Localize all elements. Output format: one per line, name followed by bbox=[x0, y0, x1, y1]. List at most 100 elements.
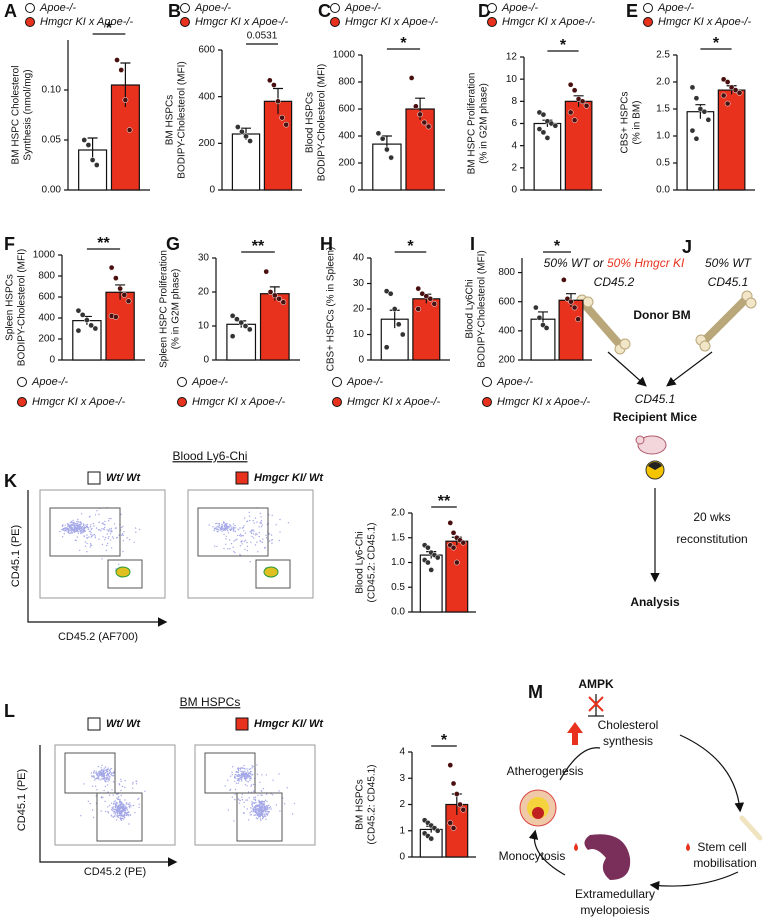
data-point bbox=[736, 89, 743, 96]
flow-dot bbox=[112, 807, 114, 810]
flow-dot bbox=[246, 549, 248, 552]
data-point bbox=[450, 544, 457, 551]
flow-dot bbox=[117, 808, 120, 810]
flow-dot bbox=[231, 526, 233, 528]
flow-dot bbox=[86, 526, 89, 529]
data-point bbox=[415, 306, 422, 312]
flow-dot bbox=[261, 805, 264, 807]
flow-dot bbox=[251, 767, 253, 769]
y-tick-label: 30 bbox=[353, 278, 365, 289]
flow-dot bbox=[252, 519, 254, 522]
flow-dot bbox=[272, 779, 274, 781]
flow-dot bbox=[262, 807, 264, 809]
flow-dot bbox=[94, 537, 97, 539]
flow-dot bbox=[241, 796, 243, 798]
flow-dot bbox=[80, 527, 82, 529]
flow-dot bbox=[279, 810, 281, 812]
data-point bbox=[388, 154, 394, 161]
y-tick-label: 4 bbox=[511, 140, 517, 151]
donor-text: CD45.1 bbox=[708, 275, 749, 289]
flow-dot bbox=[256, 521, 258, 523]
flow-dot bbox=[76, 529, 79, 531]
flow-dot bbox=[115, 805, 117, 807]
data-point bbox=[536, 126, 543, 132]
flow-dot bbox=[76, 522, 78, 525]
y-tick-label: 400 bbox=[38, 313, 55, 324]
flow-dot bbox=[120, 818, 122, 821]
flow-dot bbox=[268, 806, 270, 809]
y-tick-label: 0 bbox=[49, 355, 55, 366]
flow-dot bbox=[226, 524, 228, 526]
flow-dot bbox=[249, 519, 251, 522]
flow-dot bbox=[99, 774, 102, 776]
flow-dot bbox=[291, 813, 294, 815]
flow-dot bbox=[266, 813, 268, 816]
y-tick-label: 0 bbox=[358, 355, 364, 366]
flow-dot bbox=[92, 522, 95, 525]
flow-dot bbox=[256, 811, 259, 814]
flow-dot bbox=[264, 810, 267, 812]
flow-dot bbox=[251, 801, 253, 803]
flow-dot bbox=[118, 563, 120, 565]
flow-dot bbox=[122, 550, 124, 553]
legend-label: Hmgcr KI x Apoe-/- bbox=[195, 16, 288, 28]
flow-dot bbox=[241, 774, 243, 776]
flow-dot bbox=[241, 527, 244, 529]
time-text: 20 wks bbox=[693, 510, 730, 524]
flow-dot bbox=[262, 538, 264, 540]
flow-dot bbox=[265, 774, 267, 776]
data-point bbox=[724, 100, 731, 107]
flow-dot bbox=[275, 524, 277, 526]
flow-dot bbox=[244, 777, 246, 780]
flow-dot bbox=[135, 531, 137, 533]
flow-dot bbox=[260, 801, 262, 803]
flow-dot bbox=[270, 534, 273, 536]
flow-dot bbox=[223, 547, 225, 550]
flow-dot bbox=[234, 777, 236, 779]
flow-dot bbox=[129, 814, 131, 816]
flow-dot bbox=[241, 543, 243, 545]
y-tick-label: 200 bbox=[498, 355, 515, 366]
data-point bbox=[434, 827, 441, 834]
flow-dot bbox=[110, 773, 112, 775]
flow-dot bbox=[106, 768, 108, 771]
flow-dot bbox=[101, 528, 103, 530]
data-point bbox=[575, 316, 581, 323]
data-point bbox=[243, 133, 249, 140]
data-point bbox=[421, 119, 428, 126]
flow-dot bbox=[233, 820, 235, 822]
flow-dot bbox=[110, 547, 113, 549]
flow-dot bbox=[97, 765, 99, 768]
flow-dot bbox=[79, 530, 82, 532]
flow-dot bbox=[126, 537, 128, 539]
flow-dot bbox=[98, 521, 100, 524]
flow-dot bbox=[222, 522, 225, 524]
flow-dot bbox=[76, 526, 79, 529]
flow-dot bbox=[259, 781, 261, 783]
flow-dot bbox=[228, 524, 231, 526]
flow-dot bbox=[116, 797, 118, 799]
flow-dot bbox=[233, 550, 235, 553]
flow-dot bbox=[249, 812, 251, 814]
significance-label: ** bbox=[438, 493, 451, 510]
flow-dot bbox=[222, 528, 224, 530]
flow-dot bbox=[110, 539, 112, 541]
legend-label: Apoe-/- bbox=[191, 376, 228, 388]
data-point bbox=[234, 124, 241, 130]
flow-dot bbox=[244, 532, 247, 534]
flow-dot bbox=[104, 777, 106, 779]
flow-dot bbox=[234, 552, 236, 554]
y-tick-label: 0.10 bbox=[42, 85, 62, 96]
data-point bbox=[117, 285, 123, 292]
flow-dot bbox=[122, 540, 125, 542]
flow-dot bbox=[124, 799, 126, 801]
data-point bbox=[395, 321, 402, 328]
cross bbox=[588, 696, 604, 712]
flow-dot bbox=[63, 533, 65, 535]
flow-dot bbox=[113, 771, 115, 774]
flow-dot bbox=[123, 818, 125, 820]
flow-dot bbox=[103, 774, 105, 776]
y-axis-label: Spleen HSPC Proliferation bbox=[159, 250, 170, 368]
flow-dot bbox=[109, 794, 111, 796]
data-point bbox=[453, 791, 460, 797]
